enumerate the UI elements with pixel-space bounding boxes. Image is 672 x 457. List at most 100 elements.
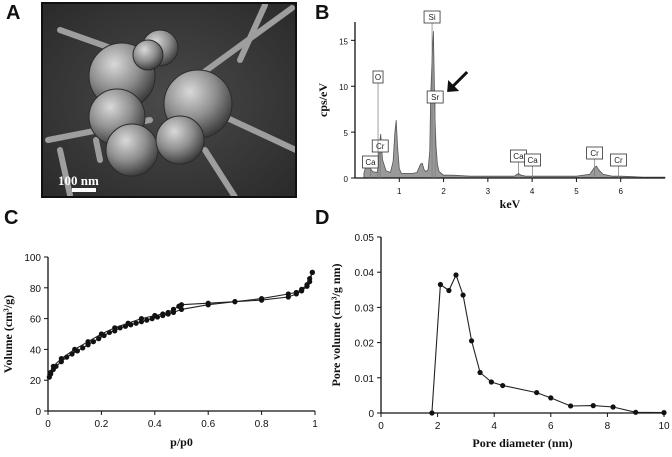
x-tick-label: 1	[312, 419, 318, 430]
data-point	[534, 389, 540, 396]
data-point	[125, 320, 131, 326]
data-point	[293, 289, 299, 296]
y-tick-label: 40	[30, 345, 42, 356]
data-point	[58, 356, 64, 362]
data-point	[48, 369, 54, 376]
data-point	[548, 395, 554, 401]
y-tick-label: 0	[368, 409, 374, 420]
x-axis-title: keV	[500, 197, 521, 211]
data-point	[72, 346, 78, 352]
x-tick-label: 6	[618, 187, 623, 196]
sem-image: 100 nm	[42, 3, 296, 197]
data-point	[90, 339, 96, 345]
data-point	[500, 382, 506, 389]
data-point	[304, 282, 310, 288]
y-tick-label: 0.03	[355, 303, 375, 314]
arrow-shaft	[450, 70, 469, 90]
data-point	[176, 303, 182, 309]
data-point	[477, 369, 483, 376]
data-point	[112, 325, 118, 331]
data-point	[165, 309, 171, 316]
data-point	[460, 292, 466, 298]
x-tick-label: 0.4	[148, 419, 162, 430]
x-axis-title: Pore diameter (nm)	[472, 436, 572, 450]
x-tick-label: 10	[658, 421, 670, 432]
data-point	[50, 363, 56, 369]
spectrum-area	[363, 31, 666, 179]
element-label-box	[362, 155, 379, 169]
x-tick-label: 4	[491, 421, 497, 432]
x-tick-label: 0	[45, 419, 51, 430]
y-axis-title: Pore volume (cm³/g nm)	[329, 263, 343, 386]
x-tick-label: 3	[486, 187, 491, 196]
series-line-0	[48, 272, 313, 378]
element-label: Ca	[365, 158, 376, 167]
element-label: Cr	[590, 149, 599, 158]
pore-distribution-chart: 0 2 4 6 8 10 0 0.01 0.02 0.03 0.04 0.05 Pore diamete…	[329, 233, 670, 450]
data-point	[633, 409, 639, 415]
panel-letter-c: C	[4, 207, 19, 229]
y-tick-label: 15	[339, 37, 348, 46]
data-point	[144, 317, 150, 323]
sem-fibers	[45, 3, 296, 197]
data-point	[446, 287, 452, 294]
data-point	[299, 286, 305, 292]
y-tick-label: 5	[344, 129, 349, 138]
data-point	[488, 379, 494, 385]
x-tick-label: 0.6	[201, 419, 215, 430]
panel-letter-d: D	[315, 207, 330, 229]
data-point	[468, 338, 475, 344]
element-label: Ca	[527, 156, 538, 165]
y-tick-label: 0	[344, 175, 349, 184]
element-label-box	[372, 70, 384, 84]
series-line-1	[50, 272, 313, 373]
x-tick-label: 4	[530, 187, 535, 196]
data-point	[85, 339, 91, 345]
sem-particles	[88, 29, 233, 177]
series-line-0	[431, 273, 665, 414]
data-point	[160, 311, 166, 317]
data-point	[98, 331, 104, 337]
y-axis-title: Volume (cm³/g)	[1, 295, 15, 373]
x-tick-label: 6	[548, 421, 554, 432]
x-tick-label: 8	[605, 421, 611, 432]
x-axis-title: p/p0	[170, 435, 193, 449]
element-label: Cr	[376, 142, 385, 151]
data-point	[437, 281, 444, 288]
y-tick-label: 60	[30, 315, 42, 326]
data-point	[96, 336, 102, 342]
y-axis-title: cps/eV	[316, 83, 330, 117]
y-tick-label: 0.05	[355, 233, 375, 244]
data-point	[661, 410, 667, 416]
element-label-box	[423, 10, 441, 24]
element-label-box	[610, 153, 627, 167]
y-tick-label: 100	[24, 253, 41, 264]
element-label: Sr	[431, 93, 439, 102]
data-point	[205, 300, 211, 306]
data-point	[285, 291, 291, 297]
x-tick-label: 2	[441, 187, 446, 196]
element-label-box	[426, 90, 444, 104]
data-point	[610, 404, 616, 410]
sem-frame	[41, 2, 297, 198]
y-tick-label: 0.04	[355, 268, 375, 279]
x-tick-label: 2	[435, 421, 441, 432]
x-tick-label: 0	[378, 421, 384, 432]
data-point	[133, 320, 139, 326]
x-tick-label: 0.8	[255, 419, 269, 430]
x-tick-label: 1	[397, 187, 402, 196]
panel-letter-b: B	[315, 2, 330, 24]
isotherm-chart: 0 0.2 0.4 0.6 0.8 1 0 20 40 60 80 100 p/p0 Volume (cm…	[1, 253, 318, 449]
element-label-box	[524, 153, 541, 167]
element-label: O	[375, 73, 381, 82]
data-point	[568, 403, 574, 409]
data-point	[152, 312, 158, 319]
sem-scale-label: 100 nm	[58, 173, 99, 188]
element-label-box	[586, 146, 603, 160]
data-point	[590, 403, 596, 409]
data-point	[259, 295, 265, 302]
data-point	[138, 316, 145, 322]
y-tick-label: 10	[339, 83, 348, 92]
